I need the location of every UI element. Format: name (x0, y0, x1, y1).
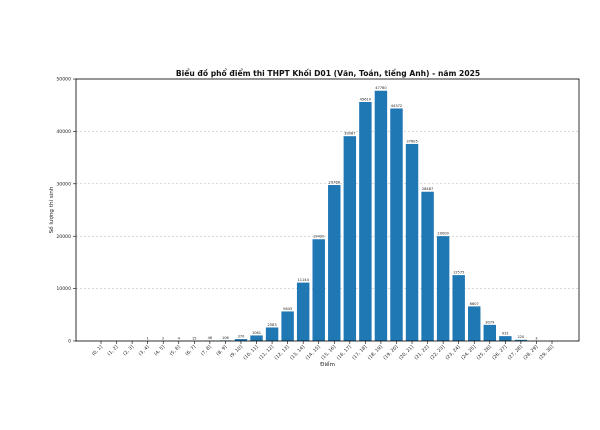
y-tick-label: 0 (68, 339, 71, 345)
data-label: 1 (147, 336, 149, 340)
y-tick-label: 40000 (56, 129, 71, 135)
data-label: 44372 (391, 104, 402, 108)
data-label: 5643 (283, 307, 292, 311)
bar (312, 239, 325, 341)
data-label: 2583 (267, 323, 276, 327)
data-label: 4 (178, 336, 181, 340)
data-label: 19420 (313, 235, 325, 239)
data-labels: 1 2 4 15 46 106 370 1061 2583 5643 11144 19420 29766… (147, 86, 538, 340)
y-axis-label: Số lượng thí sinh (48, 186, 55, 233)
data-label: 47760 (375, 86, 387, 90)
data-label: 3 (535, 336, 537, 340)
bar (250, 335, 263, 341)
bar (234, 339, 248, 341)
data-label: 931 (502, 332, 509, 336)
data-label: 3079 (485, 320, 495, 324)
bar (452, 275, 465, 341)
bar (468, 306, 481, 341)
chart-title: Biểu đồ phổ điểm thi THPT Khối D01 (Văn,… (176, 69, 480, 78)
bar (328, 185, 341, 341)
data-label: 1061 (252, 331, 261, 335)
bar (405, 143, 419, 341)
bar (359, 102, 372, 341)
y-tick-label: 50000 (56, 77, 71, 83)
bar (421, 191, 434, 341)
data-label: 15 (192, 336, 197, 340)
bars (141, 90, 543, 341)
bar (296, 282, 310, 341)
data-label: 220 (517, 335, 525, 339)
x-axis-label: Điểm (320, 361, 335, 368)
data-label: 12575 (453, 271, 464, 275)
y-axis: 0 10000 20000 30000 40000 50000 (56, 77, 76, 345)
y-tick-label: 30000 (56, 181, 71, 187)
data-label: 20009 (437, 232, 449, 236)
bar (265, 327, 279, 341)
data-label: 106 (222, 336, 230, 340)
data-label: 2 (162, 336, 164, 340)
bar (343, 136, 357, 341)
data-label: 29766 (329, 180, 341, 184)
bar (483, 324, 497, 341)
data-label: 11144 (297, 278, 309, 282)
data-label: 39087 (344, 132, 355, 136)
y-tick-label: 10000 (56, 286, 71, 292)
bar (514, 339, 528, 341)
plot-frame (75, 78, 580, 342)
y-tick-label: 20000 (56, 234, 71, 240)
data-label: 46 (208, 336, 213, 340)
bar (390, 108, 403, 341)
bar (436, 236, 450, 341)
bar (281, 311, 294, 341)
bar (499, 336, 512, 341)
data-label: 370 (238, 334, 246, 338)
data-label: 6607 (470, 302, 479, 306)
bar (374, 90, 388, 341)
data-label: 45610 (360, 97, 372, 101)
data-label: 28487 (422, 187, 433, 191)
data-label: 37605 (406, 139, 417, 143)
